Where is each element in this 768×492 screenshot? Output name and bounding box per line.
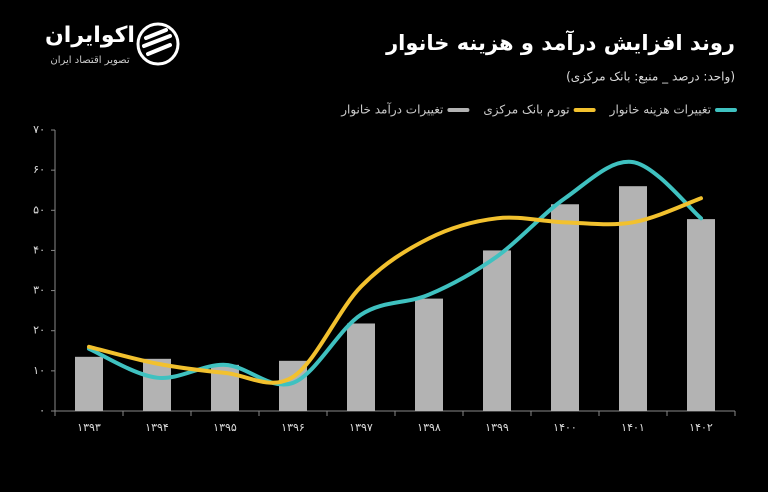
brand-name: اکوایران xyxy=(45,23,135,48)
bar xyxy=(75,356,103,411)
legend-label: تغییرات درآمد خانوار xyxy=(340,102,443,118)
x-tick-label: ۱۳۹۵ xyxy=(213,421,237,434)
y-tick-label: ۲۰ xyxy=(33,324,45,337)
brand-tagline: تصویر اقتصاد ایران xyxy=(50,55,129,66)
y-tick-label: ۴۰ xyxy=(33,243,45,256)
bar xyxy=(551,204,579,411)
chart-subtitle: (واحد: درصد _ منبع: بانک مرکزی) xyxy=(566,70,735,85)
plot: ۰ ۱۰ ۲۰ ۳۰ ۴۰ ۵۰ ۶۰ ۷۰ ۱۳۹۳ ۱۳۹۴ ۱۳۹۵ ۱۳۹۶ ۱۳۹۷ ۱۳۹۸ ۱… xyxy=(33,123,736,434)
logo-icon xyxy=(136,22,180,66)
x-tick-label: ۱۴۰۲ xyxy=(689,421,713,434)
legend-label: تغییرات هزینه خانوار xyxy=(609,103,711,118)
x-tick-label: ۱۳۹۶ xyxy=(281,421,305,434)
x-tick-label: ۱۳۹۸ xyxy=(417,421,441,434)
chart-title: روند افزایش درآمد و هزینه خانوار xyxy=(385,30,735,55)
y-tick-label: ۰ xyxy=(39,404,45,417)
x-tick-label: ۱۳۹۷ xyxy=(349,421,373,434)
y-tick-label: ۱۰ xyxy=(33,364,45,377)
x-tick-label: ۱۳۹۹ xyxy=(485,421,509,434)
y-tick-label: ۶۰ xyxy=(33,163,45,176)
x-tick-label: ۱۴۰۰ xyxy=(553,421,577,434)
bar xyxy=(687,219,715,411)
legend: تغییرات هزینه خانوار تورم بانک مرکزی تغییر… xyxy=(340,102,737,118)
bar xyxy=(347,323,375,411)
y-tick-label: ۵۰ xyxy=(33,203,45,216)
bar xyxy=(483,250,511,411)
y-tick-label: ۷۰ xyxy=(33,123,45,136)
x-tick-label: ۱۳۹۴ xyxy=(145,421,169,434)
legend-label: تورم بانک مرکزی xyxy=(483,103,569,118)
line xyxy=(87,196,703,385)
bar xyxy=(415,298,443,411)
y-tick-label: ۳۰ xyxy=(33,284,45,297)
x-tick-label: ۱۳۹۳ xyxy=(77,421,101,434)
x-tick-label: ۱۴۰۱ xyxy=(621,421,645,434)
bar xyxy=(143,358,171,411)
